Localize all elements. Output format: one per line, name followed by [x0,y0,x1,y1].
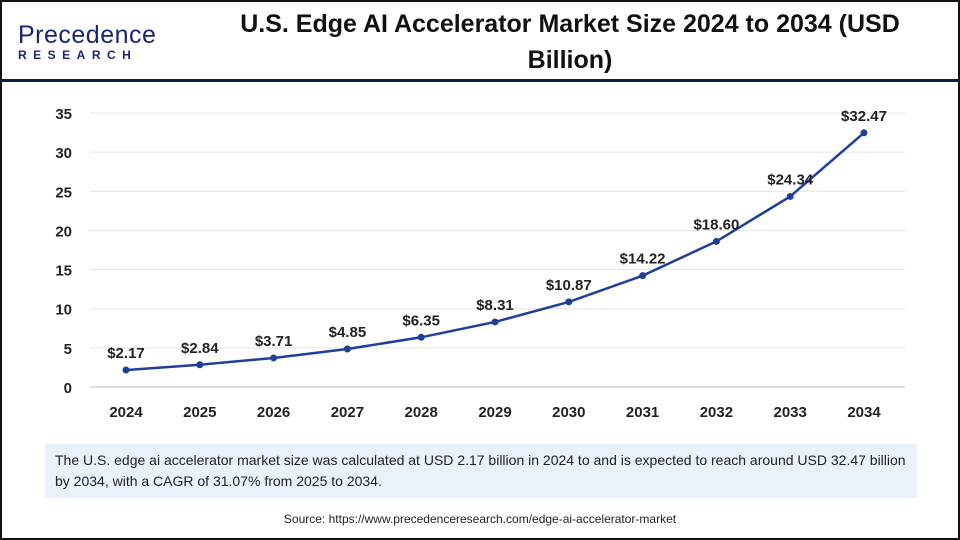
x-tick-label: 2030 [552,404,585,421]
series-line [125,131,865,372]
data-label: $4.85 [329,324,367,341]
data-label: $24.34 [767,171,814,188]
y-tick-label: 5 [64,341,72,358]
data-label: $2.17 [107,345,145,362]
data-point [196,361,204,369]
data-point [491,318,499,326]
logo-line1: Precedence [18,21,157,49]
header-divider [0,79,960,82]
y-tick-label: 10 [55,302,72,319]
data-label: $3.71 [255,333,293,350]
data-point [343,345,351,353]
y-tick-label: 35 [55,106,72,123]
data-label: $32.47 [841,108,887,125]
data-label: $8.31 [476,297,514,314]
data-point [860,129,868,137]
data-label: $14.22 [620,251,666,268]
x-tick-label: 2033 [774,404,807,421]
x-tick-label: 2032 [700,404,733,421]
x-tick-label: 2027 [331,404,364,421]
y-tick-label: 15 [55,263,72,280]
line-chart: 05101520253035$2.172024$2.842025$3.71202… [55,106,905,421]
x-tick-label: 2025 [183,404,216,421]
data-label: $10.87 [546,277,592,294]
data-point [565,298,573,306]
data-point [122,366,130,374]
x-tick-label: 2034 [847,404,881,421]
x-tick-label: 2026 [257,404,290,421]
y-tick-label: 20 [55,223,72,240]
data-label: $2.84 [181,340,219,357]
summary-text: The U.S. edge ai accelerator market size… [45,444,917,498]
x-tick-label: 2028 [405,404,438,421]
logo-line2: RESEARCH [18,48,138,62]
chart-title: U.S. Edge AI Accelerator Market Size 202… [240,10,900,74]
data-point [417,333,425,341]
y-tick-label: 30 [55,145,72,162]
x-tick-label: 2029 [478,404,511,421]
data-point [639,272,647,280]
x-tick-label: 2024 [109,404,143,421]
x-tick-label: 2031 [626,404,659,421]
data-label: $18.60 [693,216,739,233]
logo: Precedence RESEARCH [18,22,158,62]
y-tick-label: 0 [64,380,72,397]
data-point [712,237,720,245]
data-point [270,354,278,362]
data-label: $6.35 [402,312,440,329]
y-tick-label: 25 [55,184,72,201]
data-point [786,192,794,200]
source-text: Source: https://www.precedenceresearch.c… [283,512,677,526]
